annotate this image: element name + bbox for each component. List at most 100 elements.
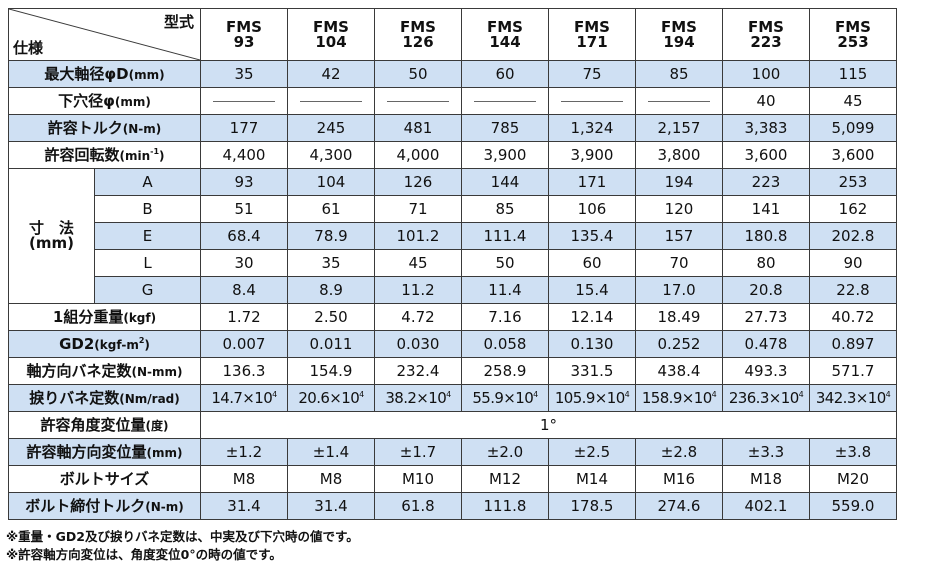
value-cell: 70 (635, 249, 723, 277)
model-size: 104 (315, 32, 347, 51)
axial_spring-unit: (N-mm) (131, 364, 183, 379)
value-cell (287, 87, 375, 115)
value-cell: 20.8 (722, 276, 810, 304)
angular-value: 1° (200, 411, 897, 439)
value-cell: 12.14 (548, 303, 636, 331)
value-cell: 126 (374, 168, 462, 196)
dimension-title: 寸 法 (28, 219, 74, 237)
value-cell: 571.7 (809, 357, 897, 385)
value-cell: 75 (548, 60, 636, 88)
dim-key: B (94, 195, 201, 223)
value-cell: 154.9 (287, 357, 375, 385)
value-cell: 35 (287, 249, 375, 277)
torque-label-text: 許容トルク (47, 118, 123, 137)
torsion-value: 20.6×10 (298, 388, 360, 407)
value-cell: 180.8 (722, 222, 810, 250)
torsion-value: 342.3×10 (815, 388, 886, 407)
value-cell: 559.0 (809, 492, 897, 520)
gd2-label: GD2(kgf-m2) (8, 330, 201, 358)
axial_spring-label: 軸方向バネ定数(N-mm) (8, 357, 201, 385)
torsion-exponent: 4 (272, 389, 277, 399)
speed-unit-sup: -1 (150, 146, 160, 156)
value-cell: 78.9 (287, 222, 375, 250)
value-cell: 202.8 (809, 222, 897, 250)
pilot_bore-label-text: 下穴径φ (58, 91, 115, 110)
value-cell: 31.4 (287, 492, 375, 520)
value-cell: 274.6 (635, 492, 723, 520)
axial_disp-label: 許容軸方向変位量(mm) (8, 438, 201, 466)
dim-key: E (94, 222, 201, 250)
value-cell: 162 (809, 195, 897, 223)
value-cell: 157 (635, 222, 723, 250)
value-cell: ±1.2 (200, 438, 288, 466)
value-cell: 3,800 (635, 141, 723, 169)
value-cell: 31.4 (200, 492, 288, 520)
value-cell: 0.252 (635, 330, 723, 358)
value-cell: 8.9 (287, 276, 375, 304)
model-header: FMS 194 (635, 8, 723, 61)
dash-line (387, 100, 449, 102)
value-cell: 55.9×104 (461, 384, 549, 412)
value-cell: 402.1 (722, 492, 810, 520)
pilot_bore-row: 下穴径φ(mm) 40 45 (8, 87, 897, 115)
bolt_size-row: ボルトサイズ M8 M8 M10 M12 M14 M16 M18 M20 (8, 465, 897, 493)
value-cell: 253 (809, 168, 897, 196)
axial_disp-unit: (mm) (146, 445, 183, 460)
torsion_spring-label: 捩りバネ定数(Nm/rad) (8, 384, 201, 412)
bolt_torque-label: ボルト締付トルク(N-m) (8, 492, 201, 520)
value-cell: 0.478 (722, 330, 810, 358)
weight-label: 1組分重量(kgf) (8, 303, 201, 331)
value-cell: 80 (722, 249, 810, 277)
model-name: FMS (661, 17, 697, 36)
pilot_bore-unit: (mm) (114, 94, 151, 109)
value-cell: 60 (461, 60, 549, 88)
value-cell: 11.4 (461, 276, 549, 304)
value-cell: 106 (548, 195, 636, 223)
value-cell: ±1.4 (287, 438, 375, 466)
angular-unit: (度) (145, 418, 169, 433)
torsion-value: 105.9×10 (554, 388, 625, 407)
value-cell: 90 (809, 249, 897, 277)
value-cell: 50 (374, 60, 462, 88)
model-header: FMS 223 (722, 8, 810, 61)
dimension-unit: (mm) (29, 234, 74, 252)
model-header: FMS 144 (461, 8, 549, 61)
value-cell: 785 (461, 114, 549, 142)
value-cell: M8 (287, 465, 375, 493)
footnotes: ※重量・GD2及び捩りバネ定数は、中実及び下穴時の値です。 ※許容軸方向変位は、… (6, 528, 359, 564)
value-cell: 38.2×104 (374, 384, 462, 412)
value-cell: 68.4 (200, 222, 288, 250)
model-name: FMS (748, 17, 784, 36)
value-cell: 15.4 (548, 276, 636, 304)
torsion-value: 38.2×10 (385, 388, 447, 407)
dash-line (648, 100, 710, 102)
value-cell (548, 87, 636, 115)
value-cell: 3,600 (809, 141, 897, 169)
value-cell: 101.2 (374, 222, 462, 250)
angular-label: 許容角度変位量(度) (8, 411, 201, 439)
value-cell: 3,900 (461, 141, 549, 169)
model-name: FMS (226, 17, 262, 36)
value-cell: 20.6×104 (287, 384, 375, 412)
value-cell: ±3.8 (809, 438, 897, 466)
value-cell: 50 (461, 249, 549, 277)
value-cell: M20 (809, 465, 897, 493)
spec-table: 型式 仕様 FMS 93 FMS 104 FMS 126 FMS 144 FMS 171 FMS 194 F… (8, 8, 897, 520)
value-cell: 111.8 (461, 492, 549, 520)
value-cell: 135.4 (548, 222, 636, 250)
value-cell: M12 (461, 465, 549, 493)
value-cell: 0.058 (461, 330, 549, 358)
gd2-unit: (kgf-m (94, 337, 139, 352)
value-cell: 258.9 (461, 357, 549, 385)
model-name: FMS (400, 17, 436, 36)
value-cell: 136.3 (200, 357, 288, 385)
value-cell: 11.2 (374, 276, 462, 304)
model-header: FMS 171 (548, 8, 636, 61)
axial_spring-row: 軸方向バネ定数(N-mm) 136.3 154.9 232.4 258.9 331.5 43… (8, 357, 897, 385)
value-cell: 105.9×104 (548, 384, 636, 412)
value-cell: 85 (461, 195, 549, 223)
speed-label-text: 許容回転数 (44, 145, 120, 164)
torque-row: 許容トルク(N-m) 177 245 481 785 1,324 2,157 3,383 5,0… (8, 114, 897, 142)
model-name: FMS (835, 17, 871, 36)
axial_disp-label-text: 許容軸方向変位量 (26, 442, 147, 461)
